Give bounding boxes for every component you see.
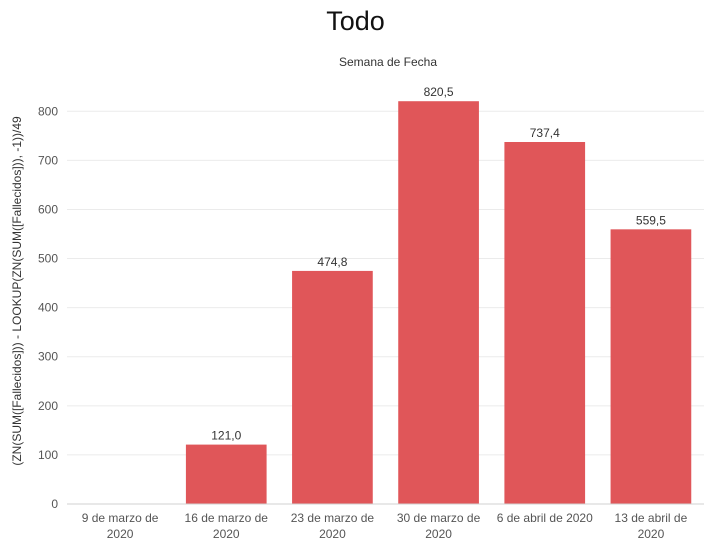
- x-tick-label: 2020: [425, 527, 452, 541]
- x-tick-label: 2020: [319, 527, 346, 541]
- bar: [398, 101, 479, 504]
- x-tick-label: 2020: [638, 527, 665, 541]
- x-axis-title: Semana de Fecha: [339, 55, 437, 69]
- y-tick-label: 200: [38, 399, 58, 413]
- y-tick-label: 700: [38, 153, 58, 167]
- data-labels: 121,0 474,8 820,5 737,4 559,5: [211, 85, 666, 442]
- y-axis-ticks: 0 100 200 300 400 500 600 700 800: [38, 104, 58, 511]
- data-label: 474,8: [317, 255, 347, 269]
- data-label: 737,4: [530, 126, 560, 140]
- bar: [504, 142, 586, 504]
- gridlines: [67, 110, 704, 505]
- data-label: 121,0: [211, 429, 241, 443]
- x-axis-ticks: 9 de marzo de 2020 16 de marzo de 2020 23 de…: [82, 511, 688, 541]
- x-tick-label: 23 de marzo de: [291, 511, 375, 525]
- data-label: 559,5: [636, 213, 666, 227]
- bar: [185, 444, 267, 504]
- y-tick-label: 400: [38, 301, 58, 315]
- bars: [185, 101, 692, 504]
- y-tick-label: 100: [38, 448, 58, 462]
- x-tick-label: 13 de abril de: [615, 511, 688, 525]
- data-label: 820,5: [424, 85, 454, 99]
- x-tick-label: 9 de marzo de: [82, 511, 159, 525]
- x-tick-label: 30 de marzo de: [397, 511, 481, 525]
- y-tick-label: 600: [38, 202, 58, 216]
- y-tick-label: 0: [51, 497, 58, 511]
- y-tick-label: 300: [38, 350, 58, 364]
- x-tick-label: 6 de abril de 2020: [497, 511, 593, 525]
- bar: [292, 270, 373, 504]
- chart-title: Todo: [326, 6, 385, 36]
- x-tick-label: 16 de marzo de: [185, 511, 269, 525]
- x-tick-label: 2020: [213, 527, 240, 541]
- x-tick-label: 2020: [107, 527, 134, 541]
- y-axis-title: (ZN(SUM([Fallecidos])) - LOOKUP(ZN(SUM([…: [10, 116, 24, 466]
- y-tick-label: 800: [38, 104, 58, 118]
- y-tick-label: 500: [38, 252, 58, 266]
- bar: [610, 229, 692, 504]
